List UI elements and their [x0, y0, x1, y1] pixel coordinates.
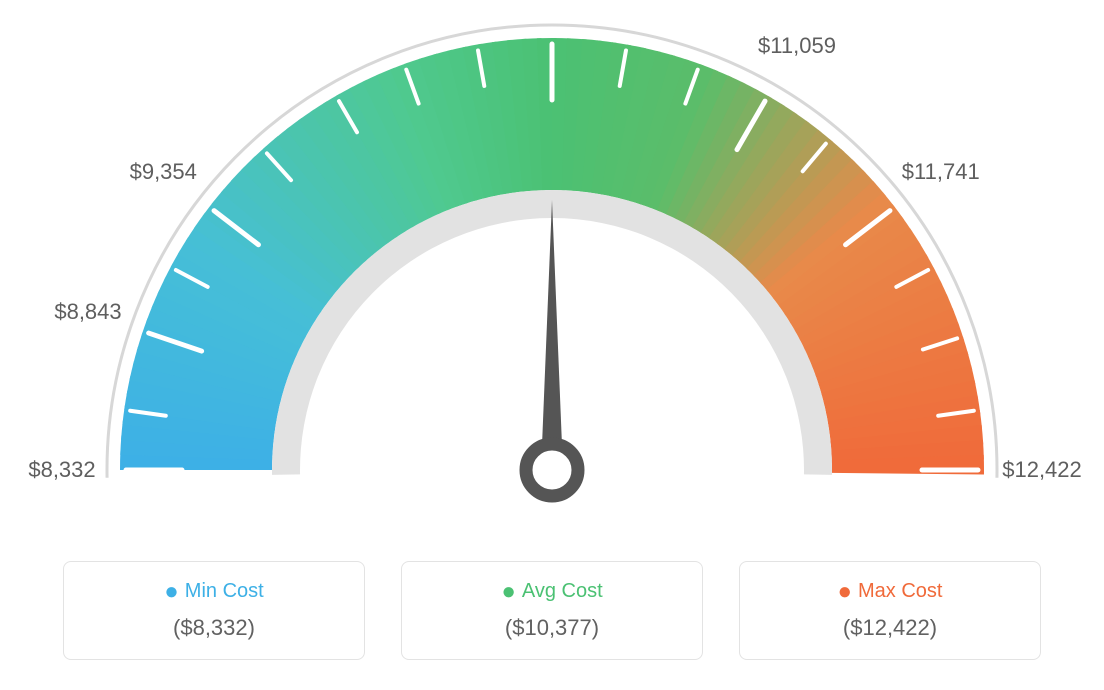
legend-row: ●Min Cost($8,332)●Avg Cost($10,377)●Max …: [0, 561, 1104, 660]
legend-card-title: ●Max Cost: [740, 580, 1040, 603]
gauge: $8,332$8,843$9,354$10,377$11,059$11,741$…: [0, 0, 1104, 520]
legend-card: ●Max Cost ($12,422): [739, 561, 1041, 660]
legend-card-title: ● Avg Cost: [402, 580, 702, 603]
gauge-needle-hub: [526, 444, 578, 496]
legend-value: ($10,377): [402, 615, 702, 641]
gauge-needle: [541, 200, 563, 470]
legend-card-title: ● Min Cost: [64, 580, 364, 603]
legend-dot-icon: ●: [501, 578, 516, 605]
gauge-scale-label: $12,422: [1002, 457, 1082, 483]
legend-dot-icon: ●: [838, 578, 853, 605]
legend-value: ($12,422): [740, 615, 1040, 641]
legend-card: ● Avg Cost ($10,377): [401, 561, 703, 660]
legend-title-text: Avg Cost: [522, 580, 603, 602]
legend-title-text: Min Cost: [185, 580, 264, 602]
legend-card: ● Min Cost ($8,332): [63, 561, 365, 660]
legend-dot-icon: ●: [164, 578, 179, 605]
legend-title-text: Max Cost: [858, 580, 942, 602]
gauge-scale-label: $9,354: [130, 159, 197, 185]
legend-value: ($8,332): [64, 615, 364, 641]
gauge-svg: [0, 0, 1104, 520]
gauge-scale-label: $8,332: [28, 457, 95, 483]
gauge-scale-label: $11,741: [902, 159, 980, 185]
gauge-scale-label: $11,059: [758, 33, 836, 59]
chart-container: $8,332$8,843$9,354$10,377$11,059$11,741$…: [0, 0, 1104, 690]
gauge-scale-label: $8,843: [54, 299, 121, 325]
